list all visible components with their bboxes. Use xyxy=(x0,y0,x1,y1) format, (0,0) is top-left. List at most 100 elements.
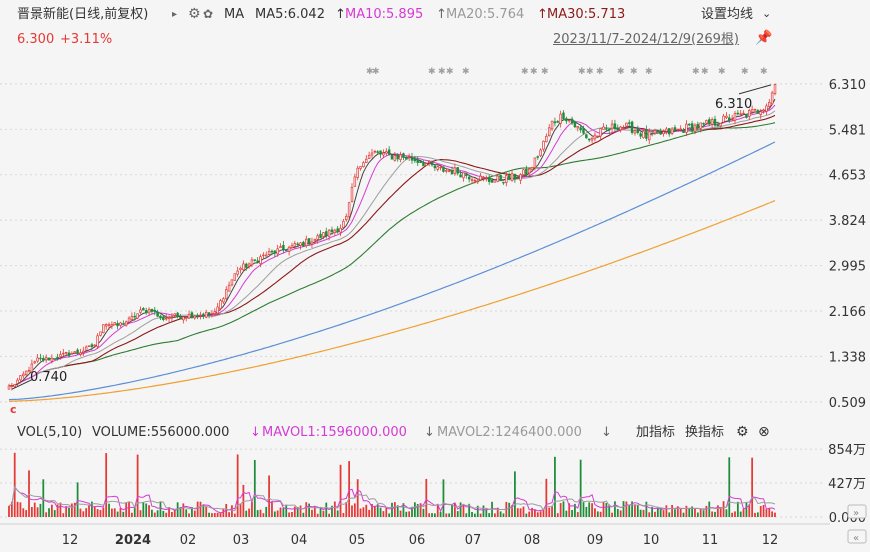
candle-body xyxy=(519,174,522,181)
candle-body xyxy=(270,250,274,253)
candle-body xyxy=(365,158,368,163)
candle-body xyxy=(156,311,159,317)
candle-body xyxy=(253,259,257,261)
candle-body xyxy=(685,123,688,133)
price-tick-label: 4.653 xyxy=(829,169,866,184)
candle-body xyxy=(347,202,351,217)
gear-icon[interactable]: ⚙ xyxy=(736,424,749,440)
volume-bar xyxy=(179,507,182,517)
candle-body xyxy=(53,358,56,360)
candle-body xyxy=(230,279,234,286)
candle-body xyxy=(768,102,771,107)
candle-body xyxy=(390,154,394,160)
ma10-value: MA10:5.895 xyxy=(345,7,424,22)
volume-bar xyxy=(622,501,625,517)
candle-body xyxy=(336,228,339,233)
candle-body xyxy=(202,313,205,317)
candle-body xyxy=(142,308,145,311)
volume-bar xyxy=(308,503,310,517)
candle-body xyxy=(645,129,648,139)
volume-bar xyxy=(25,510,28,517)
volume-bar xyxy=(279,507,282,517)
candle-body xyxy=(607,128,611,131)
candle-body xyxy=(479,175,482,181)
settings-ma-button[interactable]: 设置均线 xyxy=(701,7,754,22)
candle-body xyxy=(99,331,102,336)
add-indicator-button[interactable]: 加指标 xyxy=(636,425,676,440)
volume-bar xyxy=(139,510,142,517)
volume-bar xyxy=(262,513,265,517)
volume-bar xyxy=(8,505,10,517)
volume-bar xyxy=(439,511,442,517)
stock-name[interactable]: 晋景新能(日线,前复权) xyxy=(17,7,149,22)
volume-bar xyxy=(111,508,113,517)
volume-bar xyxy=(62,513,65,517)
chevron-down-icon[interactable]: ⌄ xyxy=(762,7,772,20)
price-chart[interactable]: 6.310 5.481 4.653 3.824 2.995 2.166 1.338 0.509… xyxy=(0,58,870,418)
volume-bar xyxy=(734,511,736,517)
candle-body xyxy=(682,130,685,133)
price-tick-label: 2.166 xyxy=(829,305,866,320)
volume-bar xyxy=(299,505,302,517)
candle-body xyxy=(642,130,645,139)
candle-body xyxy=(619,126,622,131)
volume-bar xyxy=(239,503,242,517)
mavol2-value: MAVOL2:1246400.000 xyxy=(437,425,582,440)
volume-bar xyxy=(674,509,676,517)
candle-body xyxy=(530,167,534,171)
candle-body xyxy=(722,115,725,123)
volume-bar xyxy=(311,509,313,517)
candle-body xyxy=(756,110,760,114)
volume-bar xyxy=(702,510,705,517)
candle-body xyxy=(387,149,391,155)
x-tick-label: 10 xyxy=(643,533,660,548)
volume-bar xyxy=(30,507,33,517)
volume-bar xyxy=(736,501,739,517)
candle-body xyxy=(76,349,79,354)
chevron-left-icon: « xyxy=(853,533,859,544)
candle-body xyxy=(465,174,468,176)
volume-bar xyxy=(50,504,53,517)
volume-bar xyxy=(76,482,79,517)
volume-bar xyxy=(256,510,259,517)
candle-body xyxy=(402,153,405,158)
candle-body xyxy=(596,135,600,138)
candle-body xyxy=(716,124,720,127)
gear-icon[interactable]: ⚙ xyxy=(188,6,201,22)
volume-bar xyxy=(571,510,573,517)
ma250-line xyxy=(9,200,776,402)
candle-body xyxy=(493,179,497,183)
candle-body xyxy=(513,173,517,180)
switch-indicator-button[interactable]: 换指标 xyxy=(685,425,725,440)
candle-body xyxy=(616,127,620,131)
volume-bar xyxy=(68,507,70,517)
volume-bar xyxy=(536,512,539,517)
volume-bar xyxy=(82,511,85,517)
candle-body xyxy=(153,309,157,312)
date-range[interactable]: 2023/11/7-2024/12/9(269根) xyxy=(553,32,739,47)
candle-body xyxy=(525,168,528,175)
candle-body xyxy=(64,352,68,354)
candle-body xyxy=(507,175,511,180)
candle-body xyxy=(427,160,431,163)
volume-bar xyxy=(462,503,465,517)
candle-body xyxy=(127,317,131,323)
volume-bar xyxy=(79,508,82,517)
volume-bar xyxy=(339,464,342,517)
close-icon[interactable]: ⊗ xyxy=(758,424,770,440)
volume-bar xyxy=(494,513,496,517)
expand-arrow-icon[interactable]: ▸ xyxy=(172,9,178,20)
event-marker-icon: ✱ xyxy=(617,67,625,77)
ma10-up-icon: ↑ xyxy=(335,7,346,22)
volume-bar xyxy=(102,507,105,517)
volume-bar xyxy=(548,507,551,517)
volume-bar xyxy=(556,513,559,517)
settings-icon[interactable]: ✿ xyxy=(203,7,214,21)
volume-bar xyxy=(373,505,376,517)
pin-icon[interactable]: 📌 xyxy=(755,30,773,46)
volume-bar xyxy=(128,502,130,517)
candle-body xyxy=(505,175,508,183)
volume-bar xyxy=(488,513,491,517)
candle-body xyxy=(359,166,362,169)
